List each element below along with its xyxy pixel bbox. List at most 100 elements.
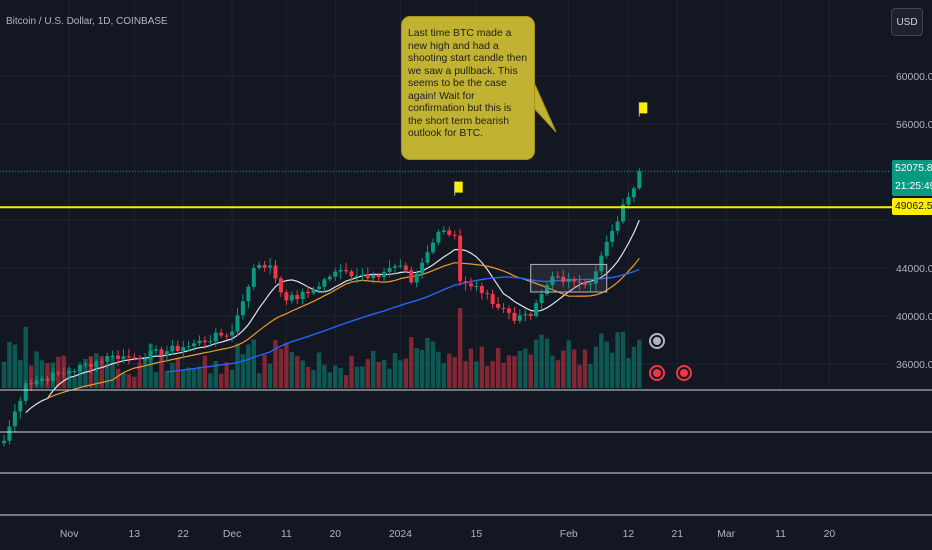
candle-body [447, 230, 452, 235]
candle-body [34, 380, 39, 384]
candle-body [137, 358, 142, 360]
volume-bar [360, 366, 365, 388]
volume-bar [164, 370, 170, 388]
volume-bar [626, 358, 631, 388]
candle-body [316, 286, 321, 290]
volume-bar [452, 357, 457, 388]
volume-bar [414, 348, 419, 388]
volume-bar [354, 366, 360, 388]
candle-body [284, 292, 289, 301]
candle-body [441, 230, 446, 232]
candle-body [615, 221, 620, 231]
symbol-title[interactable]: Bitcoin / U.S. Dollar, 1D, COINBASE [6, 16, 168, 27]
candle-body [213, 332, 218, 342]
candle-body [430, 242, 435, 253]
volume-bar [582, 349, 588, 388]
volume-bar [257, 373, 262, 388]
volume-bar [295, 356, 300, 388]
volume-bar [191, 367, 197, 388]
candle-body [474, 286, 479, 287]
volume-bar [72, 377, 77, 388]
volume-bar [39, 360, 45, 388]
volume-bar [240, 354, 246, 388]
volume-bar [126, 374, 132, 388]
candle-body [164, 351, 169, 356]
volume-bar [555, 360, 561, 388]
volume-bar [322, 364, 327, 388]
volume-bar [468, 348, 474, 388]
x-tick-label: 13 [129, 529, 141, 540]
candle-body [56, 372, 61, 374]
volume-bar [273, 340, 278, 388]
candle-body [354, 275, 359, 277]
callout-note[interactable]: Last time BTC made a new high and had a … [401, 16, 535, 160]
candle-body [333, 271, 338, 277]
candle-body [61, 373, 66, 375]
candle-body [240, 301, 245, 316]
candle-body [631, 188, 636, 198]
candle-body [577, 281, 582, 283]
volume-bar [305, 366, 311, 388]
x-tick-label: 21 [672, 529, 684, 540]
candle-body [186, 346, 191, 348]
volume-bar [441, 363, 447, 388]
volume-bar [371, 350, 376, 388]
candle-body [105, 356, 110, 362]
volume-bar [436, 351, 441, 388]
event-flag-icon-inner [680, 369, 688, 377]
candle-body [170, 345, 175, 352]
x-tick-label: Dec [223, 529, 241, 540]
candle-body [322, 279, 327, 287]
candle-body [593, 271, 598, 284]
event-flag-icon-inner [653, 369, 661, 377]
volume-bar [153, 372, 159, 388]
candle-body [224, 335, 229, 337]
candle-body [555, 276, 560, 278]
candle-body [143, 359, 148, 361]
x-tick-label: 11 [775, 529, 786, 540]
currency-button[interactable]: USD [891, 8, 923, 36]
volume-bar [83, 358, 88, 388]
candle-body [452, 234, 457, 236]
candle-body [583, 282, 588, 285]
volume-bar [34, 351, 39, 388]
volume-bar [267, 363, 273, 388]
candle-body [132, 357, 137, 359]
volume-bar [170, 362, 175, 388]
candle-body [463, 281, 468, 284]
volume-bar [99, 355, 104, 388]
x-tick-label: Mar [717, 529, 735, 540]
volume-bar [599, 333, 604, 388]
candlestick-series [2, 167, 642, 447]
candle-body [360, 274, 365, 276]
volume-bar [474, 361, 479, 388]
volume-bar [501, 362, 506, 388]
candle-body [545, 285, 549, 295]
volume-bar [262, 354, 267, 388]
volume-bar [180, 370, 186, 388]
candle-body [468, 283, 473, 287]
candle-body [458, 235, 463, 282]
candle-body [306, 291, 311, 294]
volume-bar [224, 362, 229, 388]
axes: 36000.00 40000.00 44000.00 56000.00 60000.00… [60, 72, 932, 540]
candle-body [512, 312, 517, 321]
candle-body [626, 197, 631, 205]
candle-body [230, 331, 235, 336]
volume-bar [495, 347, 501, 388]
candle-body [420, 262, 425, 274]
candle-body [534, 303, 539, 316]
volume-bar [18, 359, 23, 388]
volume-bar [463, 361, 468, 388]
countdown-label: 21:25:49 [895, 181, 932, 192]
candle-body [235, 315, 240, 332]
volume-bar [251, 339, 256, 388]
candle-body [479, 286, 484, 294]
volume-bar [512, 356, 517, 388]
candle-body [349, 271, 354, 277]
volume-bar [311, 369, 316, 388]
volume-bar [365, 359, 371, 388]
candle-body [588, 283, 593, 285]
volume-bar [246, 344, 251, 388]
